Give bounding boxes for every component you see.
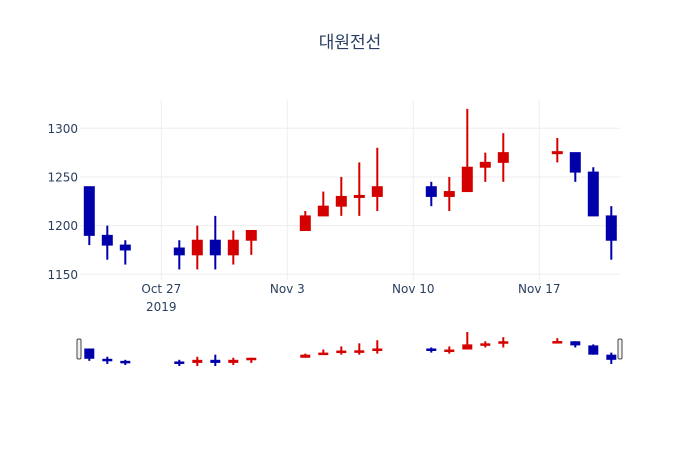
candle-decreasing[interactable] xyxy=(173,240,185,270)
candlestick-series xyxy=(83,108,617,270)
candle-decreasing[interactable] xyxy=(425,181,437,207)
candle-increasing[interactable] xyxy=(497,133,509,182)
candle-body xyxy=(191,239,203,256)
candle-body xyxy=(587,171,599,217)
slider-candle-body xyxy=(336,350,347,354)
candle-body xyxy=(299,215,311,231)
candle-increasing[interactable] xyxy=(479,152,491,182)
slider-candle-body xyxy=(444,349,455,353)
x-tick-label: Nov 17 xyxy=(518,282,561,296)
slider-candle-body xyxy=(354,350,365,353)
candle-body xyxy=(479,161,491,168)
candle-decreasing[interactable] xyxy=(83,186,95,246)
slider-candle-body xyxy=(192,359,203,363)
slider-candle-body xyxy=(462,344,473,350)
slider-candle-body xyxy=(300,354,311,358)
candle-body xyxy=(335,195,347,207)
range-slider-right-handle[interactable] xyxy=(617,338,623,360)
candle-decreasing[interactable] xyxy=(605,206,617,260)
candle-increasing[interactable] xyxy=(335,176,347,216)
candle-decreasing[interactable] xyxy=(569,152,581,182)
candle-increasing[interactable] xyxy=(443,176,455,212)
chart-title: 대원전선 xyxy=(319,33,382,53)
slider-candle-body xyxy=(84,348,95,359)
slider-candle-body xyxy=(228,359,239,363)
candle-body xyxy=(551,151,563,155)
candle-body xyxy=(443,191,455,197)
y-tick-label: 1150 xyxy=(47,268,78,282)
candle-body xyxy=(371,186,383,197)
slider-candle-body xyxy=(426,348,437,351)
candle-increasing[interactable] xyxy=(371,147,383,212)
x-tick-label: Oct 27 xyxy=(141,282,181,296)
candle-increasing[interactable] xyxy=(461,108,473,193)
slider-candle-body xyxy=(120,360,131,364)
range-slider-left-handle[interactable] xyxy=(76,338,82,360)
x-tick-year-label: 2019 xyxy=(146,300,177,314)
candle-body xyxy=(461,166,473,193)
candle-increasing[interactable] xyxy=(191,225,203,270)
slider-candle-body xyxy=(174,361,185,364)
candle-decreasing[interactable] xyxy=(587,167,599,217)
range-slider[interactable] xyxy=(76,332,623,366)
candle-body xyxy=(317,205,329,217)
candle-body xyxy=(173,247,185,256)
slider-candle-body xyxy=(318,352,329,356)
y-tick-label: 1200 xyxy=(47,219,78,233)
slider-candle-body xyxy=(588,345,599,355)
gridlines xyxy=(80,100,620,280)
candle-increasing[interactable] xyxy=(551,138,563,163)
candle-body xyxy=(83,186,95,236)
x-axis: Oct 27 2019 Nov 3 Nov 10 Nov 17 xyxy=(141,282,560,314)
candle-increasing[interactable] xyxy=(227,230,239,265)
slider-candle-body xyxy=(372,348,383,351)
candle-body xyxy=(245,229,257,241)
slider-candle-body xyxy=(570,341,581,346)
candle-body xyxy=(605,215,617,241)
slider-candle-body xyxy=(246,357,257,361)
x-tick-label: Nov 10 xyxy=(392,282,435,296)
x-tick-label: Nov 3 xyxy=(270,282,305,296)
candle-decreasing[interactable] xyxy=(101,225,113,260)
candle-body xyxy=(569,152,581,173)
candle-decreasing[interactable] xyxy=(209,215,221,270)
y-tick-label: 1250 xyxy=(47,170,78,184)
slider-candle-body xyxy=(606,354,617,360)
candle-body xyxy=(227,239,239,256)
candle-increasing[interactable] xyxy=(299,211,311,231)
y-tick-label: 1300 xyxy=(47,122,78,136)
candle-body xyxy=(119,244,131,251)
slider-candle-body xyxy=(552,341,563,344)
candle-decreasing[interactable] xyxy=(119,240,131,265)
y-axis: 1150 1200 1250 1300 xyxy=(47,122,78,282)
candle-increasing[interactable] xyxy=(353,162,365,216)
slider-candle-body xyxy=(480,343,491,346)
candle-increasing[interactable] xyxy=(317,191,329,217)
candle-increasing[interactable] xyxy=(245,229,257,255)
candle-body xyxy=(497,152,509,163)
candle-body xyxy=(353,194,365,198)
slider-candle-body xyxy=(210,359,221,363)
slider-candle-body xyxy=(102,358,113,362)
candle-body xyxy=(425,186,437,197)
slider-candle-body xyxy=(498,341,509,344)
range-slider-preview xyxy=(84,332,617,366)
candle-body xyxy=(209,239,221,256)
candle-body xyxy=(101,234,113,246)
